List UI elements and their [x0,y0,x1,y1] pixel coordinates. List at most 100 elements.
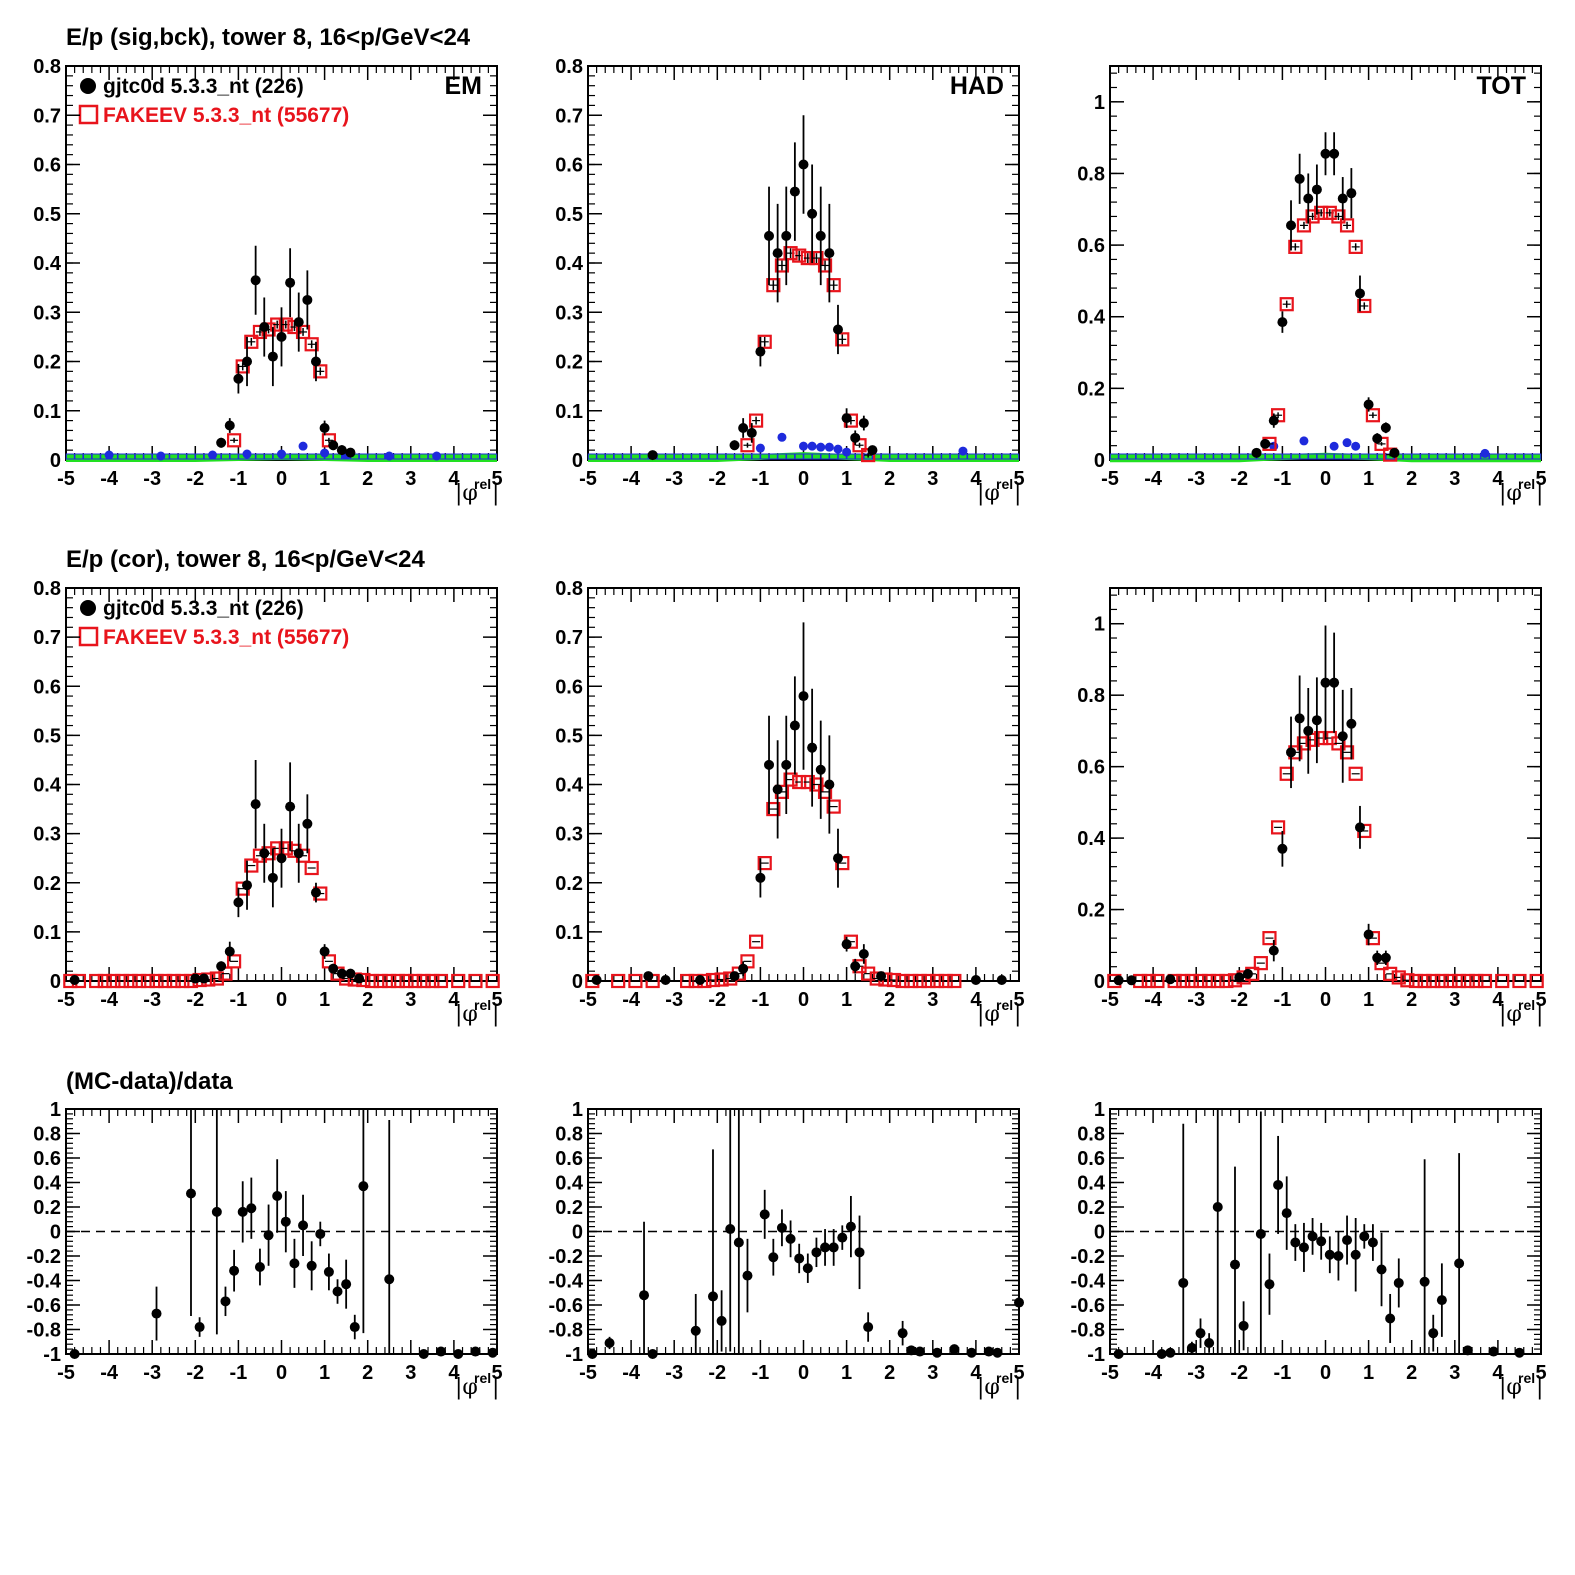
y-tick-label: -0.4 [549,1271,584,1293]
x-tick-label: 1 [841,1362,852,1384]
data-point [1324,1249,1335,1260]
mc-point [1150,973,1165,989]
mc-point [244,858,259,873]
background-point [1342,438,1352,448]
x-tick-label: 5 [491,989,502,1011]
x-axis-label-superscript: rel [996,476,1013,492]
data-point [1363,399,1374,410]
x-tick-label: -2 [1230,468,1248,490]
data-point [932,1347,943,1358]
background-band-marker [967,453,977,460]
background-band-marker [358,453,368,460]
background-point [842,447,852,457]
mc-point [1305,732,1320,747]
data-point [1290,1237,1301,1248]
y-tick-label: 0.8 [1077,685,1105,707]
data-point [1113,975,1124,986]
mc-point [244,334,259,349]
data-point [1273,1179,1284,1190]
y-tick-label: 0.6 [555,1148,583,1170]
data-point [854,1247,865,1258]
x-tick-label: 0 [276,989,287,1011]
panel-tag: TOT [1476,72,1526,100]
data-point [1329,677,1340,688]
background-band-marker [829,453,839,460]
background-band-marker [1127,453,1137,460]
background-band-marker [1471,453,1481,460]
background-band-marker [906,453,916,460]
legend-mc-label: FAKEEV 5.3.3_nt (55677) [103,104,349,127]
mc-point [1331,209,1346,224]
data-point [776,1222,787,1233]
data-point [1014,1297,1024,1308]
background-band-marker [1273,453,1283,460]
mc-point [748,934,764,949]
mc-point [783,246,798,261]
data-point [1376,1264,1387,1275]
data-point [285,277,296,288]
x-axis-label: |φ [455,481,478,506]
x-tick-label: 0 [798,989,809,1011]
background-band-marker [393,453,403,460]
mc-point [748,413,764,428]
data-point [336,445,347,456]
x-tick-label: 4 [448,989,460,1011]
y-tick-label: 0.2 [555,1197,583,1219]
x-axis-label-bar: | [1014,1002,1021,1027]
data-point [1307,1231,1318,1242]
series-mc [1107,730,1544,989]
data-point [250,275,261,286]
y-tick-label: -1 [565,1344,583,1366]
x-tick-label: -3 [1187,989,1205,1011]
background-band-marker [126,453,136,460]
mc-point [1339,745,1355,760]
y-tick-label: 0.2 [33,352,61,374]
background-band-marker [1161,453,1171,460]
data-point [1212,1202,1223,1212]
data-point [755,346,766,357]
data-point [996,975,1007,986]
mc-point [313,364,328,379]
data-point [587,1349,598,1359]
background-band-marker [1221,453,1231,460]
data-point [781,230,792,241]
mc-point [826,799,841,814]
x-axis-label-superscript: rel [474,997,491,1013]
y-tick-label: 0.6 [33,676,61,698]
data-point [1346,718,1357,729]
background-band-marker [376,453,386,460]
data-point [246,1203,257,1214]
data-point [1281,1208,1292,1219]
background-band-marker [255,453,265,460]
series-mc [1262,205,1398,462]
background-point [958,446,968,456]
x-tick-label: 2 [884,1362,895,1384]
data-point [233,373,244,384]
row-title-ratio: (MC-data)/data [66,1068,233,1095]
x-axis-label-bar: | [1536,1375,1543,1400]
background-band-marker [1445,453,1455,460]
background-band-marker [725,453,735,460]
data-point [970,975,981,986]
data-point [738,422,749,433]
y-tick-label: -1 [1087,1344,1105,1366]
x-tick-label: 1 [319,989,330,1011]
data-point [1186,1342,1197,1353]
x-axis-label: |φ [1499,1375,1522,1400]
data-point [850,961,861,972]
legend-row-1: gjtc0d 5.3.3_nt (226) FAKEEV 5.3.3_nt (5… [78,75,349,127]
x-tick-label: 2 [1406,468,1417,490]
mc-point [1495,973,1510,989]
series-bck [104,441,442,461]
data-point [1359,1231,1370,1242]
background-band-marker [656,453,666,460]
y-tick-label: 0.1 [555,922,583,944]
x-tick-label: 5 [1013,989,1024,1011]
background-band-marker [630,453,640,460]
background-band-marker [1230,453,1240,460]
data-point [1380,422,1391,433]
x-tick-label: -5 [1101,989,1119,1011]
y-tick-label: 0.7 [555,105,583,127]
data-point [1393,1277,1404,1288]
background-band-marker [932,453,942,460]
